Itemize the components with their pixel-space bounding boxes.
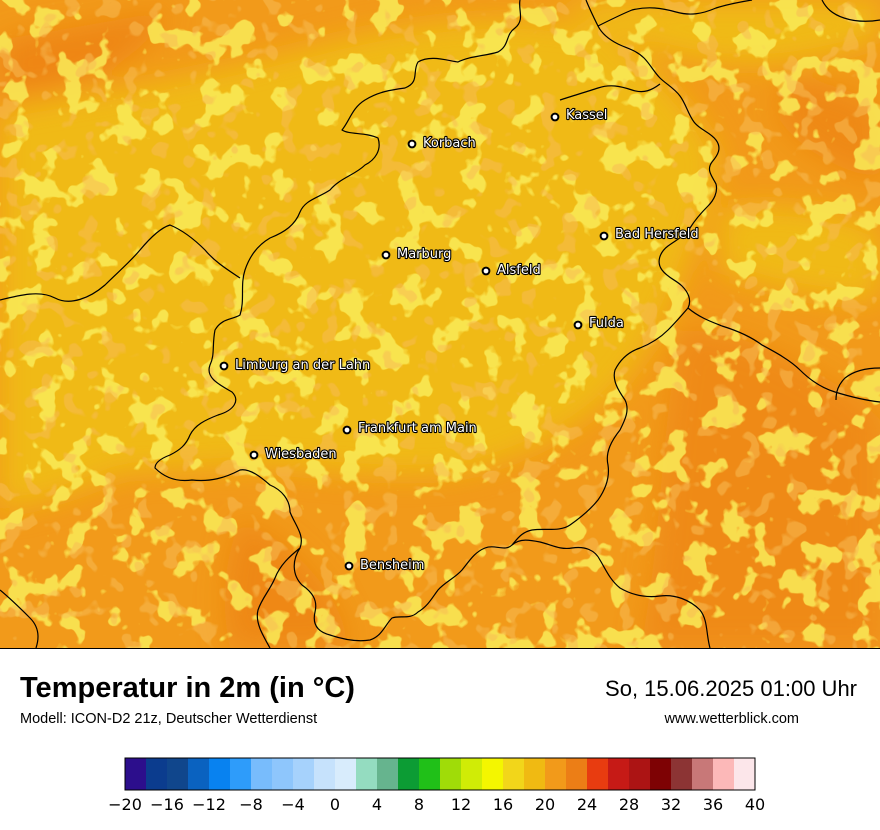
legend-tick-label: 32 — [661, 795, 681, 814]
city-limburg[interactable]: Limburg an der Lahn — [219, 357, 371, 374]
legend-tick-label: −16 — [150, 795, 184, 814]
border-north-east-2 — [821, 0, 880, 22]
legend-cell — [125, 758, 147, 790]
legend-tick-label: 24 — [577, 795, 597, 814]
border-kassel — [559, 83, 661, 101]
legend-cell — [650, 758, 672, 790]
legend-cell — [608, 758, 630, 790]
legend-cell — [671, 758, 693, 790]
city-label-fulda: Fulda — [589, 316, 624, 331]
legend-cell — [419, 758, 441, 790]
legend-tick-label: 8 — [414, 795, 424, 814]
legend-cell — [272, 758, 294, 790]
city-marburg[interactable]: Marburg — [381, 246, 452, 263]
legend-tick-label: 20 — [535, 795, 555, 814]
legend-cell — [398, 758, 420, 790]
legend-tick-label: 16 — [493, 795, 513, 814]
border-southeast — [511, 539, 711, 648]
city-bad-hersfeld[interactable]: Bad Hersfeld — [599, 226, 700, 243]
city-frankfurt[interactable]: Frankfurt am Main — [342, 420, 478, 437]
model-subtitle: Modell: ICON-D2 21z, Deutscher Wetterdie… — [20, 711, 318, 727]
city-label-korbach: Korbach — [423, 136, 476, 151]
legend-tick-label: 28 — [619, 795, 639, 814]
legend-cell — [692, 758, 714, 790]
city-label-bensheim: Bensheim — [360, 558, 424, 573]
legend-cell — [377, 758, 399, 790]
city-label-frankfurt: Frankfurt am Main — [358, 421, 477, 436]
color-legend: −20 −16 −12 −8 −4 0 4 8 12 16 20 24 28 32 36 40 — [108, 757, 765, 814]
legend-tick-label: 40 — [745, 795, 765, 814]
legend-cell — [734, 758, 756, 790]
legend-cell — [545, 758, 567, 790]
legend-tick-label: −8 — [239, 795, 263, 814]
legend-tick-label: 0 — [330, 795, 340, 814]
legend-cell — [293, 758, 315, 790]
legend-cell — [587, 758, 609, 790]
legend-cell — [167, 758, 189, 790]
city-korbach[interactable]: Korbach — [407, 135, 477, 152]
legend-cell — [566, 758, 588, 790]
city-wiesbaden[interactable]: Wiesbaden — [249, 446, 338, 463]
website-url[interactable]: www.wetterblick.com — [664, 711, 799, 727]
legend-cell — [230, 758, 252, 790]
city-label-alsfeld: Alsfeld — [497, 263, 541, 278]
legend-frame — [124, 757, 756, 791]
border-south-2 — [256, 547, 301, 648]
city-label-kassel: Kassel — [566, 108, 607, 123]
border-east-1 — [687, 307, 880, 403]
legend-cell — [629, 758, 651, 790]
legend-cell — [461, 758, 483, 790]
city-bensheim[interactable]: Bensheim — [344, 557, 426, 574]
legend-cell — [356, 758, 378, 790]
state-borders — [0, 0, 880, 648]
city-label-wiesbaden: Wiesbaden — [265, 447, 337, 462]
hesse-border — [154, 0, 720, 642]
border-south — [0, 589, 39, 648]
city-label-bad-hersfeld: Bad Hersfeld — [615, 227, 699, 242]
legend-tick-label: 4 — [372, 795, 382, 814]
legend-tick-label: 36 — [703, 795, 723, 814]
legend-cell — [146, 758, 168, 790]
legend-cell — [251, 758, 273, 790]
legend-tick-label: −12 — [192, 795, 226, 814]
city-alsfeld[interactable]: Alsfeld — [481, 262, 542, 279]
legend-cell — [713, 758, 735, 790]
map-title: Temperatur in 2m (in °C) — [20, 672, 355, 704]
legend-cell — [188, 758, 210, 790]
legend-cell — [314, 758, 336, 790]
city-markers: Kassel Korbach Bad Hersfeld Marburg Alsf… — [219, 107, 700, 574]
temperature-map[interactable]: Kassel Korbach Bad Hersfeld Marburg Alsf… — [0, 0, 880, 649]
border-west — [0, 224, 241, 302]
city-label-marburg: Marburg — [397, 247, 451, 262]
city-kassel[interactable]: Kassel — [550, 107, 609, 124]
legend-cell — [440, 758, 462, 790]
legend-cell — [482, 758, 504, 790]
legend-ticks: −20 −16 −12 −8 −4 0 4 8 12 16 20 24 28 32 36 40 — [108, 795, 765, 814]
forecast-datetime: So, 15.06.2025 01:00 Uhr — [605, 676, 857, 701]
city-fulda[interactable]: Fulda — [573, 315, 625, 332]
city-label-limburg: Limburg an der Lahn — [235, 358, 370, 373]
legend-cell — [335, 758, 357, 790]
legend-tick-label: −20 — [108, 795, 142, 814]
legend-tick-label: −4 — [281, 795, 305, 814]
map-canvas: Kassel Korbach Bad Hersfeld Marburg Alsf… — [0, 0, 880, 648]
legend-color-bar — [124, 757, 756, 791]
border-northeast — [597, 0, 753, 27]
legend-cell — [209, 758, 231, 790]
legend-cell — [503, 758, 525, 790]
legend-cell — [524, 758, 546, 790]
border-east-2 — [835, 367, 880, 401]
legend-tick-label: 12 — [451, 795, 471, 814]
